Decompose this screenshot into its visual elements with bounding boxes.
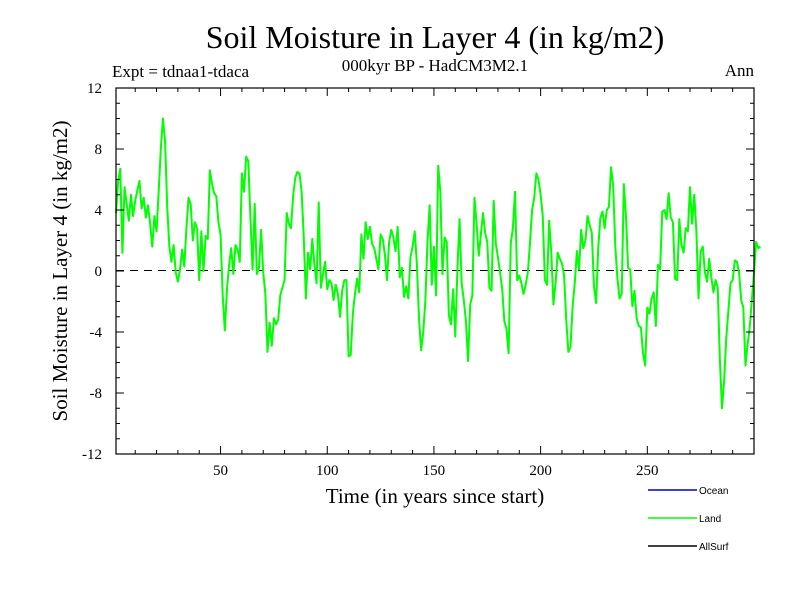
series-layer [115, 117, 761, 410]
y-tick-label: 4 [95, 203, 103, 219]
y-tick-label: 0 [95, 264, 103, 280]
x-axis-label: Time (in years since start) [326, 484, 545, 508]
x-tick-label: 100 [316, 463, 339, 479]
y-tick-label: -4 [90, 325, 103, 341]
y-tick-label: 8 [95, 142, 103, 158]
x-tick-label: 250 [636, 463, 659, 479]
x-tick-label: 50 [213, 463, 228, 479]
series-line-land [115, 117, 761, 410]
period-label: Ann [725, 61, 755, 80]
y-tick-label: -8 [90, 386, 103, 402]
legend-label-ocean: Ocean [699, 486, 728, 497]
chart-title: Soil Moisture in Layer 4 (in kg/m2) [206, 19, 665, 55]
y-axis-label: Soil Moisture in Layer 4 (in kg/m2) [48, 121, 72, 422]
ticks-layer: 50 100 150 200 250 -12 -8 -4 0 4 8 12 [82, 81, 755, 479]
plot-frame [115, 87, 755, 455]
legend: Ocean Land AllSurf [648, 486, 729, 553]
legend-label-allsurf: AllSurf [699, 542, 729, 553]
x-tick-label: 200 [529, 463, 552, 479]
experiment-label: Expt = tdnaa1-tdaca [112, 62, 249, 81]
legend-label-land: Land [699, 514, 721, 525]
y-tick-label: -12 [82, 447, 102, 463]
chart-subtitle: 000kyr BP - HadCM3M2.1 [342, 56, 528, 75]
y-tick-label: 12 [87, 81, 102, 97]
x-tick-label: 150 [423, 463, 446, 479]
